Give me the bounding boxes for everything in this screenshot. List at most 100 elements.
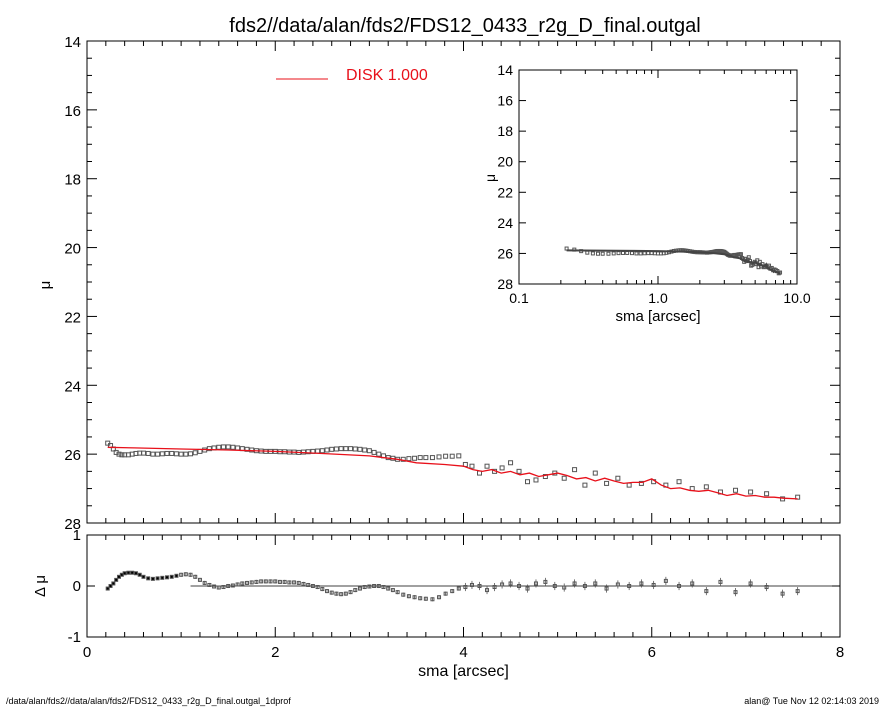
main-data-point — [469, 463, 475, 469]
residual-point — [543, 579, 548, 584]
residual-point — [207, 582, 212, 587]
residual-point — [780, 591, 785, 596]
residual-point — [663, 578, 668, 583]
residual-point — [126, 570, 131, 575]
inset-ytick-label: 28 — [497, 276, 513, 292]
main-data-point — [592, 470, 598, 476]
main-data-point — [400, 456, 406, 462]
residual-point — [230, 583, 235, 588]
main-data-point — [324, 447, 330, 453]
main-data-point — [542, 474, 548, 480]
residual-point — [463, 585, 468, 590]
residual-point — [329, 590, 334, 595]
main-data-point — [164, 450, 170, 456]
residual-ylabel: Δ μ — [32, 575, 49, 597]
main-ytick-label: 24 — [64, 378, 81, 395]
residual-point — [277, 579, 282, 584]
main-data-point — [150, 451, 156, 457]
main-data-point — [456, 453, 462, 459]
residual-point — [334, 591, 339, 596]
residual-point — [401, 592, 406, 597]
residual-point — [287, 580, 292, 585]
main-data-point — [733, 487, 739, 493]
residual-point — [390, 588, 395, 593]
residual-point — [122, 571, 127, 576]
main-data-point — [615, 475, 621, 481]
main-data-point — [676, 479, 682, 485]
residual-point — [254, 579, 259, 584]
model-line — [107, 446, 798, 500]
main-data-point — [230, 444, 236, 450]
main-data-point — [343, 446, 349, 452]
residual-point — [456, 586, 461, 591]
main-data-point — [333, 446, 339, 452]
residual-point — [114, 577, 119, 582]
residual-point — [485, 588, 490, 593]
residual-point — [282, 579, 287, 584]
main-data-point — [119, 452, 125, 458]
residual-point — [651, 582, 656, 587]
residual-point — [718, 579, 723, 584]
residual-point — [477, 584, 482, 588]
residual-xtick-label: 6 — [648, 644, 656, 661]
residual-point — [263, 579, 268, 584]
main-data-point — [140, 450, 146, 456]
main-data-point — [572, 467, 578, 473]
main-data-point — [315, 448, 321, 454]
residual-point — [301, 581, 306, 586]
residual-point — [221, 585, 226, 590]
residual-point — [240, 581, 245, 586]
residual-point — [582, 584, 587, 588]
residual-point — [117, 574, 122, 579]
residual-point — [155, 576, 160, 581]
main-data-point — [638, 480, 644, 486]
main-data-point — [183, 451, 189, 457]
inset-log-profile-chart: 14 16 18 20 22 24 26 280.1 1.0 10.0 sma [arcsec] μ — [482, 62, 811, 325]
main-data-point — [155, 451, 161, 457]
main-ytick-label: 28 — [64, 516, 81, 533]
inset-ytick-label: 16 — [497, 93, 513, 109]
residual-point — [412, 595, 417, 600]
residual-point — [174, 573, 179, 578]
residual-point — [146, 576, 151, 581]
residual-point — [235, 582, 240, 587]
main-data-point — [429, 455, 435, 461]
residual-point — [202, 580, 207, 585]
main-data-point — [795, 494, 801, 500]
residual-point — [292, 580, 297, 585]
main-data-point — [145, 450, 151, 456]
main-data-point — [703, 484, 709, 490]
inset-data-point — [746, 255, 751, 260]
residual-point — [367, 584, 372, 589]
main-data-point — [235, 445, 241, 451]
residual-point — [386, 586, 391, 591]
residual-point — [418, 596, 423, 601]
residual-point — [212, 584, 217, 589]
residual-point — [552, 584, 557, 588]
inset-data-point — [634, 251, 639, 256]
residual-point — [183, 572, 188, 577]
residual-point — [320, 587, 325, 592]
residual-point — [216, 585, 221, 590]
residual-point — [562, 585, 567, 590]
main-ytick-label: 26 — [64, 447, 81, 464]
main-data-point — [220, 444, 226, 450]
inset-ytick-label: 20 — [497, 154, 513, 170]
residual-point — [376, 584, 381, 588]
residual-point — [169, 574, 174, 579]
inset-ytick-label: 22 — [497, 184, 513, 200]
main-data-point — [319, 448, 325, 454]
residual-point — [639, 581, 644, 586]
residual-point — [395, 590, 400, 595]
figure-title: fds2//data/alan/fds2/FDS12_0433_r2g_D_fi… — [229, 15, 700, 37]
residual-point — [137, 572, 142, 577]
main-data-point — [406, 456, 412, 462]
residual-point — [188, 572, 193, 577]
residual-point — [627, 584, 632, 588]
main-ytick-label: 22 — [64, 309, 81, 326]
inset-xlabel: sma [arcsec] — [615, 308, 700, 325]
residual-point — [315, 585, 320, 590]
inset-model-line — [566, 249, 781, 275]
main-data-point — [244, 446, 250, 452]
residual-point — [325, 589, 330, 594]
